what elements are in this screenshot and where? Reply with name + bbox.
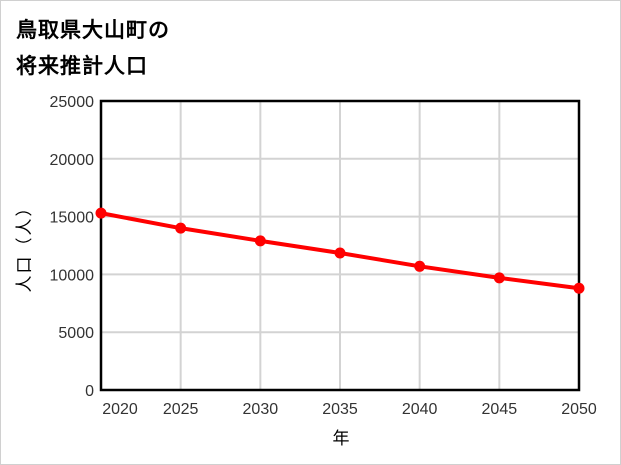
y-tick-label: 5000 [58, 325, 94, 342]
x-tick-label: 2035 [322, 401, 358, 418]
data-point-marker [414, 260, 426, 272]
y-tick-label: 10000 [50, 267, 95, 284]
x-tick-label: 2025 [163, 401, 199, 418]
chart-title-line-2: 将来推計人口 [16, 54, 148, 78]
x-tick-label: 2020 [102, 401, 138, 418]
data-point-marker [334, 247, 346, 259]
x-tick-label: 2050 [561, 401, 597, 418]
x-axis-label: 年 [333, 429, 350, 449]
y-tick-label: 15000 [50, 210, 95, 227]
grid-lines [100, 100, 580, 391]
x-tick-label: 2040 [402, 401, 438, 418]
data-point-marker [573, 282, 585, 294]
x-tick-label: 2030 [243, 401, 279, 418]
chart-title-line-1: 鳥取県大山町の [16, 18, 170, 42]
data-point-marker [254, 235, 266, 247]
plot-border [99, 99, 581, 392]
data-point-marker [95, 207, 107, 219]
data-point-marker [493, 272, 505, 284]
y-axis-ticks: 0 5000 10000 15000 20000 25000 [50, 94, 95, 400]
x-axis-ticks: 2020 2025 2030 2035 2040 2045 2050 [102, 401, 597, 418]
y-tick-label: 0 [85, 383, 94, 400]
x-tick-label: 2045 [482, 401, 518, 418]
data-series [95, 207, 585, 294]
y-tick-label: 25000 [50, 94, 95, 111]
y-tick-label: 20000 [50, 152, 95, 169]
y-axis-label: 人口（人） [15, 198, 35, 293]
chart-title: 鳥取県大山町の 将来推計人口 [16, 12, 170, 84]
data-point-marker [175, 222, 187, 234]
